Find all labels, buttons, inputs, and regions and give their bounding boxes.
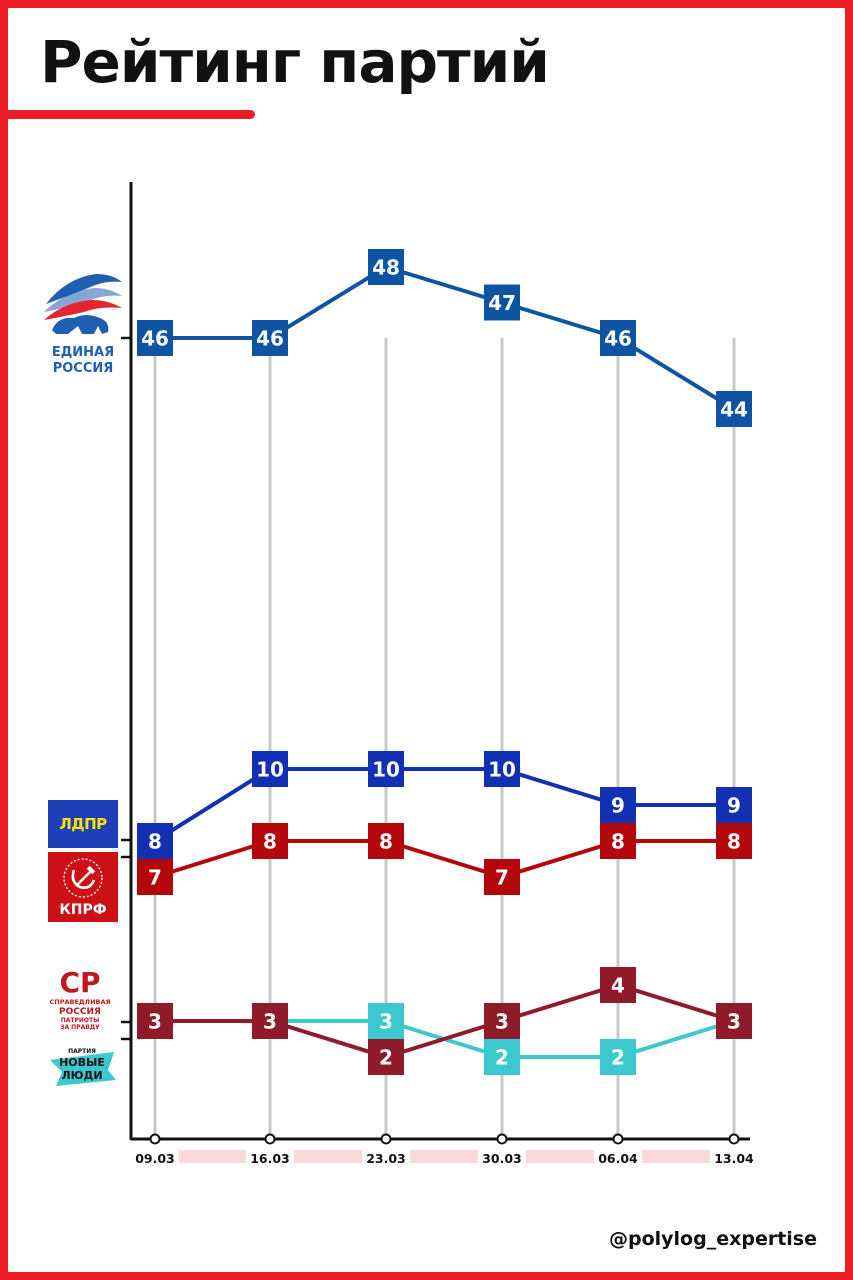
data-point-kprf (716, 823, 752, 859)
sr-line1: СПРАВЕДЛИВАЯ (50, 998, 110, 1006)
data-point-sr (368, 1039, 404, 1075)
data-label-ldpr: 10 (488, 758, 516, 782)
data-point-kprf (484, 859, 520, 895)
logo-ldpr: ЛДПР (48, 800, 118, 848)
x-tick-marker (380, 1133, 392, 1145)
data-point-nl (600, 1039, 636, 1075)
data-point-sr (137, 1003, 173, 1039)
series-line-ldpr (153, 767, 734, 843)
data-label-ldpr: 10 (256, 758, 284, 782)
data-label-er: 47 (488, 291, 516, 315)
data-label-sr: 2 (379, 1046, 393, 1070)
date-band (642, 1150, 710, 1163)
nl-line3: ЛЮДИ (61, 1069, 102, 1082)
page-title: Рейтинг партий (40, 28, 550, 96)
data-point-er (600, 320, 636, 356)
data-label-ldpr: 8 (148, 830, 162, 854)
x-tick-marker (149, 1133, 161, 1145)
logo-spravedlivaya-rossiya: СР СПРАВЕДЛИВАЯ РОССИЯ ПАТРИОТЫ ЗА ПРАВД… (50, 966, 110, 1031)
data-point-ldpr (716, 787, 752, 823)
logo-edinaya-rossiya: ЕДИНАЯ РОССИЯ (44, 274, 122, 376)
logo-novye-lyudi: ПАРТИЯ НОВЫЕ ЛЮДИ (50, 1048, 116, 1086)
data-point-ldpr (484, 751, 520, 787)
data-point-er (716, 391, 752, 427)
data-point-nl (484, 1039, 520, 1075)
data-label-er: 46 (604, 327, 632, 351)
data-label-nl: 2 (495, 1046, 509, 1070)
bear-flag-icon (44, 274, 122, 334)
data-label-er: 46 (141, 327, 169, 351)
data-point-kprf (368, 823, 404, 859)
data-point-kprf (252, 823, 288, 859)
date-band (410, 1150, 478, 1163)
data-point-ldpr (368, 751, 404, 787)
data-label-er: 46 (256, 327, 284, 351)
sr-line3: ПАТРИОТЫ (61, 1017, 100, 1024)
data-label-kprf: 8 (263, 830, 277, 854)
data-label-ldpr: 10 (372, 758, 400, 782)
series-line-er (155, 265, 736, 411)
data-point-ldpr (252, 751, 288, 787)
ldpr-text: ЛДПР (59, 815, 107, 833)
x-tick-marker (264, 1133, 276, 1145)
data-label-sr: 3 (263, 1010, 277, 1034)
date-band (294, 1150, 362, 1163)
hammer-sickle-icon (63, 858, 103, 898)
data-label-sr: 3 (148, 1010, 162, 1034)
author-handle: @polylog_expertise (608, 1228, 817, 1250)
data-point-nl (368, 1003, 404, 1039)
data-point-sr (600, 967, 636, 1003)
data-label-kprf: 8 (611, 830, 625, 854)
series-line-sr (155, 983, 735, 1059)
x-tick-label: 06.04 (598, 1151, 638, 1166)
x-tick-label: 30.03 (482, 1151, 522, 1166)
data-label-kprf: 7 (148, 866, 162, 890)
data-point-sr (252, 1003, 288, 1039)
x-tick-label: 16.03 (250, 1151, 290, 1166)
x-tick-marker (728, 1133, 740, 1145)
data-label-sr: 3 (727, 1010, 741, 1034)
title-underline (0, 110, 255, 119)
data-label-sr: 3 (495, 1010, 509, 1034)
data-point-er (368, 249, 404, 285)
series-line-kprf (154, 839, 734, 879)
data-label-nl: 3 (379, 1010, 393, 1034)
sr-line2: РОССИЯ (59, 1007, 101, 1017)
kprf-text: КПРФ (59, 902, 107, 918)
data-label-sr: 4 (611, 974, 625, 998)
date-band (526, 1150, 594, 1163)
data-label-er: 44 (720, 398, 748, 422)
data-label-ldpr: 9 (611, 794, 625, 818)
data-label-nl: 2 (611, 1046, 625, 1070)
x-tick-marker (612, 1133, 624, 1145)
nl-line1: ПАРТИЯ (68, 1048, 96, 1055)
er-line1: ЕДИНАЯ (52, 345, 114, 360)
x-tick-label: 23.03 (366, 1151, 406, 1166)
data-label-er: 48 (372, 256, 400, 280)
nl-line2: НОВЫЕ (59, 1056, 105, 1069)
sr-mark: СР (59, 966, 100, 999)
er-line2: РОССИЯ (53, 361, 114, 376)
data-label-kprf: 8 (379, 830, 393, 854)
x-tick-label: 13.04 (714, 1151, 754, 1166)
x-tick-marker (496, 1133, 508, 1145)
sr-line4: ЗА ПРАВДУ (60, 1024, 100, 1031)
x-tick-label: 09.03 (135, 1151, 175, 1166)
data-point-sr (484, 1003, 520, 1039)
data-point-ldpr (137, 823, 173, 859)
data-point-er (252, 320, 288, 356)
data-point-er (137, 320, 173, 356)
logo-kprf: КПРФ (48, 852, 118, 922)
date-band (179, 1150, 246, 1163)
data-label-kprf: 8 (727, 830, 741, 854)
data-label-ldpr: 9 (727, 794, 741, 818)
data-label-kprf: 7 (495, 866, 509, 890)
data-point-ldpr (600, 787, 636, 823)
data-point-sr (716, 1003, 752, 1039)
data-point-kprf (600, 823, 636, 859)
data-point-kprf (137, 859, 173, 895)
data-point-er (484, 284, 520, 321)
